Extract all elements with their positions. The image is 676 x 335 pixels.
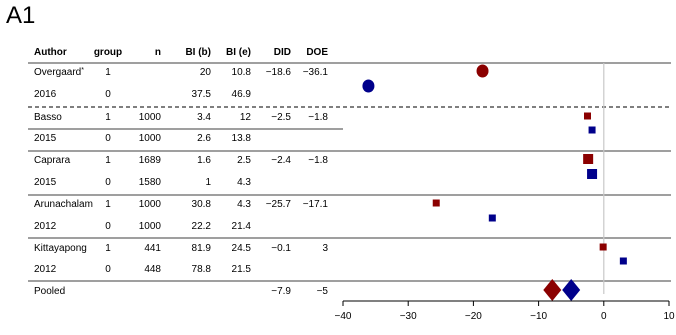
table-cell: 12 [240,112,252,123]
table-cell: 78.8 [192,264,212,275]
table-cell: 0 [105,133,111,144]
table-cell: 2016 [34,89,57,100]
table-cell: 21.4 [232,221,252,232]
table-cell: 1 [105,155,111,166]
x-axis-tick-label: −10 [530,311,547,322]
table-cell: 1 [105,112,111,123]
table-cell: −25.7 [266,199,292,210]
table-cell: 4.3 [237,177,251,188]
marker-did [583,154,594,164]
marker-doe [587,169,598,179]
table-cell: 2.5 [237,155,251,166]
table-header: Author group n BI (b) BI (e) DID DOE [34,47,328,58]
table-cell: 1 [105,199,111,210]
x-axis: −40 −30 −20 −10 0 10 [335,300,675,322]
table-cell: −17.1 [303,199,329,210]
x-axis-tick-label: 0 [601,311,607,322]
table-cell: 24.5 [232,243,252,254]
panel-label: A1 [6,2,36,29]
table-cell: −2.5 [271,112,291,123]
table-cell: 2012 [34,264,57,275]
table-cell: 0 [105,177,111,188]
table-rules [28,62,671,282]
marker-doe [619,257,627,265]
table-cell: 4.3 [237,199,251,210]
table-cell: 1 [105,243,111,254]
pooled-marker-did [543,279,562,301]
column-header: DID [274,47,291,58]
table-cell: Caprara [34,155,71,166]
table-cell: 1000 [139,112,162,123]
table-cell: 13.8 [232,133,252,144]
table-cell: 0 [105,89,111,100]
table-cell: 1000 [139,199,162,210]
column-header: DOE [306,47,328,58]
pooled-marker-doe [562,279,581,301]
column-header: Author [34,47,67,58]
marker-did [599,243,607,251]
table-cell: 1.6 [197,155,211,166]
table-cell: 1 [205,177,211,188]
marker-did [432,199,440,207]
x-axis-tick-label: −20 [465,311,482,322]
table-cell: 441 [144,243,161,254]
table-cell: Kittayapong [34,243,87,254]
table-cell: Overgaard* [34,67,84,78]
table-cell: Arunachalam [34,199,93,210]
x-axis-tick-label: −30 [400,311,417,322]
table-cell: −5 [317,286,329,297]
table-cell: 21.5 [232,264,252,275]
marker-doe [362,79,375,93]
table-cell: 448 [144,264,161,275]
table-cell: 1 [105,67,111,78]
table-cell: 20 [200,67,212,78]
table-cell: 2015 [34,177,57,188]
table-cell: −1.8 [308,155,328,166]
table-cell: 2.6 [197,133,211,144]
table-cell: 2012 [34,221,57,232]
table-cell: 1689 [139,155,162,166]
table-cell: 37.5 [192,89,212,100]
table-cell: −0.1 [271,243,291,254]
table-cell: Basso [34,112,62,123]
marker-doe [488,214,496,222]
table-cell: −7.9 [271,286,291,297]
column-header: group [94,47,122,58]
plot-markers [362,64,627,301]
table-cell: 30.8 [192,199,212,210]
x-axis-tick-label: −40 [335,311,352,322]
table-cell: 0 [105,221,111,232]
table-cell: 81.9 [192,243,212,254]
column-header: n [155,47,161,58]
table-cell: 2015 [34,133,57,144]
table-cell: 10.8 [232,67,252,78]
table-cell: −1.8 [308,112,328,123]
marker-did [584,112,591,120]
table-cell: 22.2 [192,221,212,232]
table-cell: −36.1 [303,67,329,78]
marker-doe [588,126,596,134]
table-cell: 0 [105,264,111,275]
table-cell: 3 [322,243,328,254]
author-footnote-mark: * [81,67,84,74]
table-cell: Pooled [34,286,65,297]
table-cell: 1580 [139,177,162,188]
x-axis-tick-label: 10 [663,311,675,322]
table-cell: 1000 [139,221,162,232]
table-cell: 46.9 [232,89,252,100]
column-header: BI (b) [185,47,211,58]
table-cell: −2.4 [271,155,291,166]
column-header: BI (e) [226,47,251,58]
table-cell: 1000 [139,133,162,144]
table-cell: −18.6 [266,67,292,78]
marker-did [476,64,489,78]
table-cell: 3.4 [197,112,211,123]
